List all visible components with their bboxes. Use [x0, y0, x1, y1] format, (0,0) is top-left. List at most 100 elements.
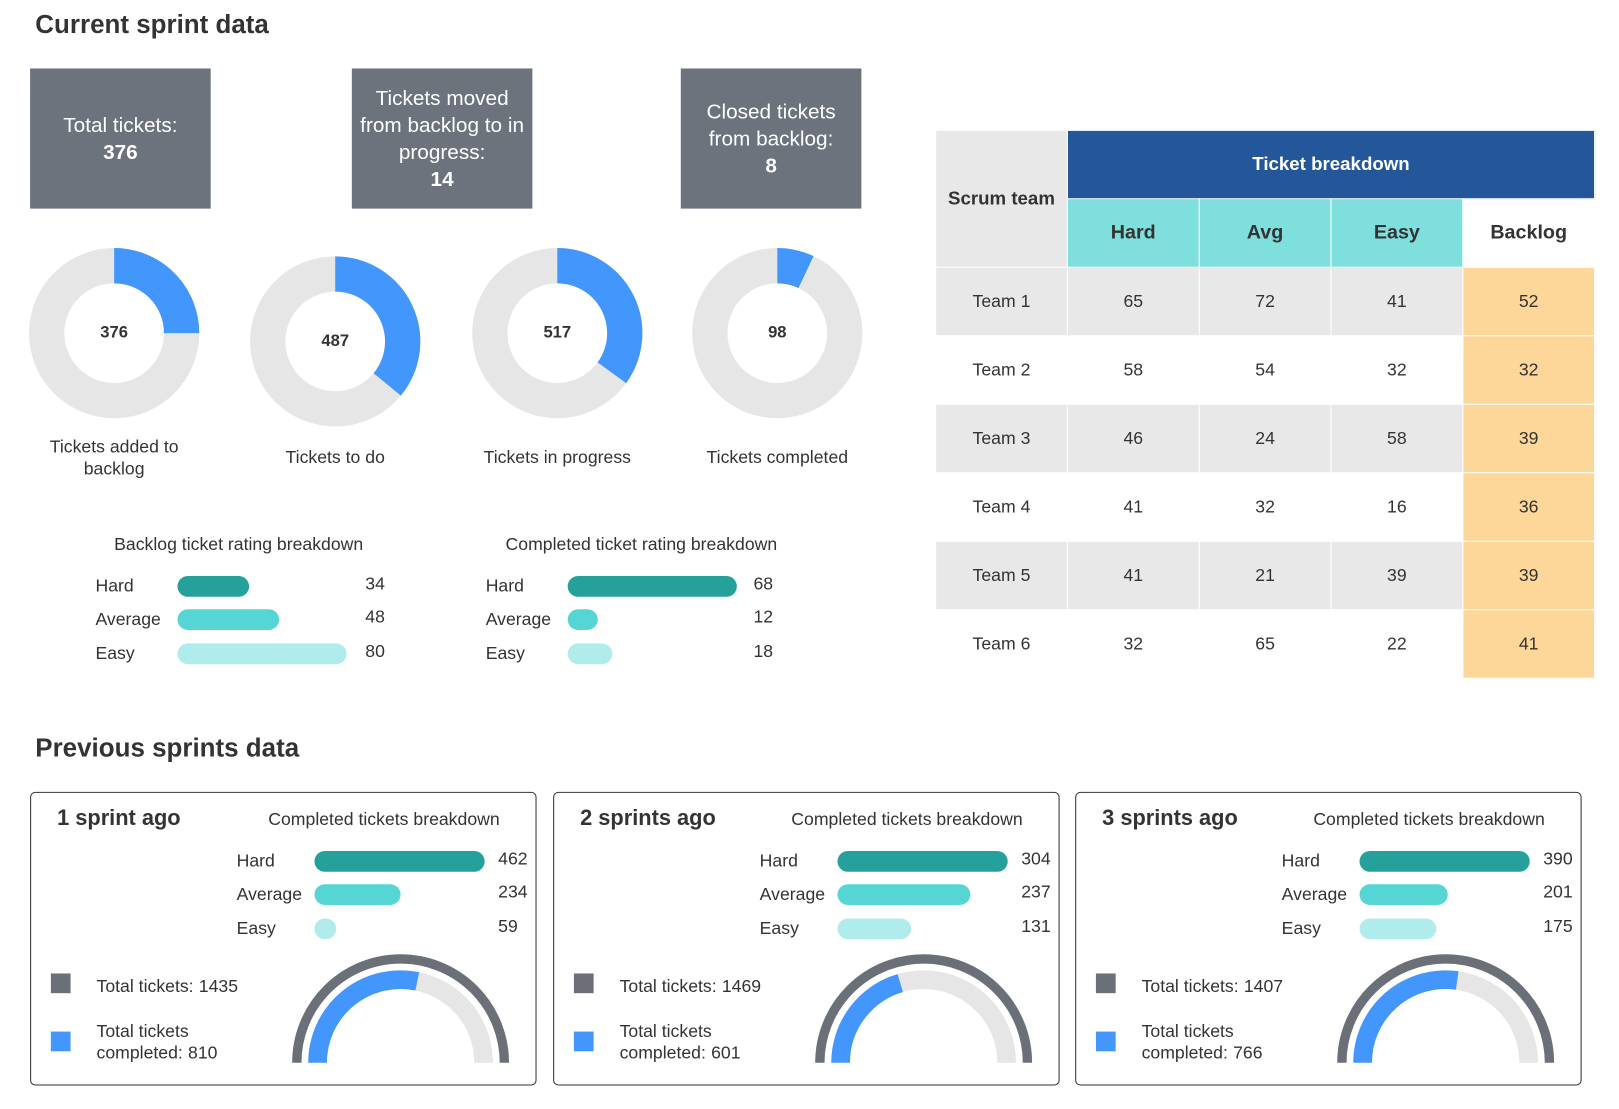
chart-title: Completed ticket rating breakdown: [505, 534, 778, 555]
legend-label: Total tickets:: [619, 976, 717, 997]
legend-label: Total tickets completed:: [96, 1021, 189, 1063]
team-name: Team 1: [935, 266, 1068, 337]
legend-swatch: [573, 973, 594, 994]
panel-title: 2 sprints ago: [580, 806, 716, 831]
table-row: Team 1 65 72 41 52: [935, 266, 1596, 337]
chart-title: Completed tickets breakdown: [268, 809, 500, 830]
legend-swatch: [50, 1031, 71, 1052]
table-cell: 58: [1330, 403, 1464, 474]
table-row: Team 6 32 65 22 41: [935, 609, 1596, 679]
table-row: Team 2 58 54 32 32: [935, 335, 1596, 405]
bar-value: 68: [753, 573, 774, 594]
legend-text: Total tickets completed: 766: [1142, 1020, 1287, 1064]
bar: [1359, 918, 1436, 940]
table-row: Team 5 41 21 39 39: [935, 540, 1596, 611]
bar-value: 304: [1021, 848, 1051, 869]
table-cell: 41: [1330, 266, 1464, 337]
legend-swatch: [50, 973, 71, 994]
donut-segment: [113, 248, 200, 334]
bar-label: Hard: [759, 850, 798, 871]
bar-label: Average: [236, 884, 303, 904]
bar: [837, 918, 911, 940]
legend-text: Total tickets completed: 601: [620, 1020, 765, 1064]
bar: [837, 884, 971, 905]
bar: [177, 643, 347, 665]
bar-label: Hard: [485, 575, 524, 596]
table-cell: 39: [1330, 540, 1464, 611]
table-cell: 58: [1066, 335, 1200, 405]
table-cell: 36: [1462, 472, 1596, 542]
donut-label: Tickets added to backlog: [49, 436, 179, 479]
graphic: 98: [692, 248, 863, 419]
stat-card: Closed tickets from backlog: 8: [680, 68, 862, 209]
bar: [567, 643, 613, 665]
gauge-total: [1337, 954, 1555, 1063]
team-name: Team 3: [935, 403, 1068, 474]
bar-label: Hard: [236, 850, 275, 871]
bar-value: 237: [1021, 882, 1051, 902]
sprint-panel: 2 sprints ago Completed tickets breakdown…: [553, 791, 1060, 1086]
table-row: Scrum team Ticket breakdown: [935, 129, 1596, 268]
table-cell: 54: [1198, 335, 1332, 405]
card-label: Total tickets:: [63, 113, 178, 137]
bar-value: 462: [498, 848, 528, 869]
bar: [177, 609, 279, 630]
legend-label: Total tickets:: [96, 976, 194, 997]
table-cell: 41: [1462, 609, 1596, 679]
bar: [314, 850, 485, 872]
table-cell: 65: [1066, 266, 1200, 337]
bar-value: 59: [498, 916, 518, 937]
table-cell: 39: [1462, 403, 1596, 474]
bar-value: 131: [1021, 916, 1051, 937]
card-value: 376: [103, 140, 138, 164]
donut-label: Tickets to do: [285, 447, 385, 468]
bar: [1359, 884, 1448, 905]
legend-value: 766: [1233, 1042, 1263, 1063]
column-header: Backlog: [1462, 198, 1596, 268]
bar-label: Easy: [95, 643, 135, 664]
chart-title: Completed tickets breakdown: [791, 809, 1023, 830]
panel-title: 1 sprint ago: [57, 806, 181, 831]
table-cell: 41: [1066, 472, 1200, 542]
donut-value: 376: [100, 323, 128, 342]
legend-text: Total tickets completed: 810: [97, 1020, 242, 1064]
legend-swatch: [573, 1031, 594, 1052]
legend-value: 1469: [721, 976, 762, 997]
table-cell: 32: [1066, 609, 1200, 679]
table-cell: 24: [1198, 403, 1332, 474]
legend-swatch: [1095, 1031, 1116, 1052]
bar-value: 18: [753, 641, 774, 662]
legend-label: Total tickets completed:: [1141, 1021, 1234, 1063]
table-cell: 52: [1462, 266, 1596, 337]
bar: [837, 850, 1008, 872]
bar-label: Average: [759, 884, 826, 904]
donut-label: Tickets in progress: [483, 447, 631, 468]
bar-value: 234: [498, 882, 528, 902]
table-cell: 39: [1462, 540, 1596, 611]
donut-segment: [334, 256, 421, 396]
bar-value: 80: [365, 641, 385, 662]
table-cell: 21: [1198, 540, 1332, 611]
legend-text: Total tickets: 1469: [620, 976, 762, 998]
legend-label: Total tickets completed:: [619, 1021, 712, 1063]
graphic: 517: [472, 248, 643, 419]
table-row: Hard Avg Easy Backlog: [936, 198, 1596, 268]
bar: [314, 884, 401, 905]
team-name: Team 2: [935, 335, 1068, 405]
bar: [1359, 850, 1530, 872]
team-name: Team 5: [935, 540, 1068, 611]
ticket-table: Scrum team Ticket breakdown Hard Avg Easy Bac…: [935, 129, 1596, 679]
bar: [177, 575, 250, 597]
donut-segment: [776, 248, 814, 289]
table-corner: Scrum team: [935, 129, 1068, 268]
bar-value: 390: [1543, 848, 1573, 869]
team-name: Team 4: [935, 472, 1068, 542]
stat-card: Total tickets: 376: [30, 68, 211, 209]
card-label: Closed tickets from backlog:: [706, 100, 836, 150]
donut-value: 98: [768, 323, 786, 342]
card-label: Tickets moved from backlog to in progres…: [360, 86, 525, 164]
column-header: Easy: [1330, 198, 1464, 268]
panel-title: 3 sprints ago: [1102, 806, 1238, 831]
bar-value: 34: [365, 573, 385, 594]
